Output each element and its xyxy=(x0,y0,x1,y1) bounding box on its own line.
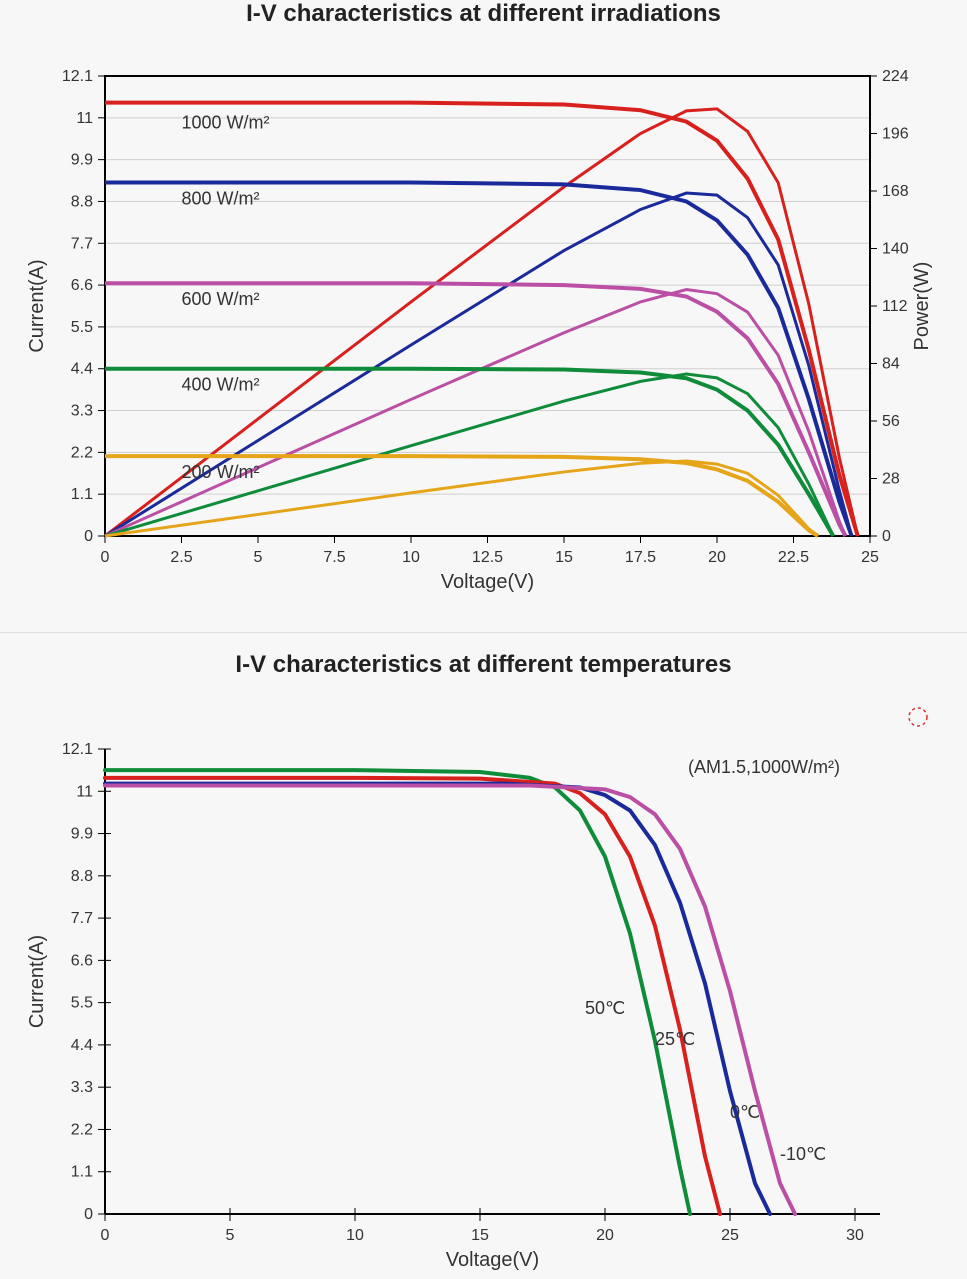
series-label: 1000 W/m² xyxy=(182,112,270,132)
svg-text:2.2: 2.2 xyxy=(71,1121,93,1138)
svg-text:9.9: 9.9 xyxy=(71,152,93,169)
svg-text:17.5: 17.5 xyxy=(625,549,656,566)
svg-text:56: 56 xyxy=(882,413,900,430)
svg-text:Voltage(V): Voltage(V) xyxy=(446,1249,539,1271)
chart-temperature: I-V characteristics at different tempera… xyxy=(0,632,967,1279)
chart2-title: I-V characteristics at different tempera… xyxy=(0,633,967,679)
svg-text:140: 140 xyxy=(882,241,909,258)
svg-text:4.4: 4.4 xyxy=(71,1037,93,1054)
series-label: 800 W/m² xyxy=(182,188,260,208)
series-label: -10℃ xyxy=(780,1144,826,1164)
svg-text:Current(A): Current(A) xyxy=(26,935,48,1028)
svg-text:12.1: 12.1 xyxy=(62,68,93,85)
svg-text:11: 11 xyxy=(76,110,93,127)
svg-text:7.7: 7.7 xyxy=(71,910,93,927)
svg-text:25: 25 xyxy=(721,1227,739,1244)
svg-text:10: 10 xyxy=(402,549,420,566)
chart1-title: I-V characteristics at different irradia… xyxy=(0,0,967,28)
svg-text:3.3: 3.3 xyxy=(71,403,93,420)
condition-label: (AM1.5,1000W/m²) xyxy=(688,757,840,777)
svg-text:5: 5 xyxy=(226,1227,235,1244)
svg-text:7.5: 7.5 xyxy=(323,549,345,566)
svg-text:2.5: 2.5 xyxy=(170,549,192,566)
svg-text:7.7: 7.7 xyxy=(71,235,93,252)
svg-text:6.6: 6.6 xyxy=(71,277,93,294)
svg-text:11: 11 xyxy=(76,783,93,800)
iv-curve xyxy=(105,283,846,536)
svg-text:15: 15 xyxy=(555,549,573,566)
series-label: 600 W/m² xyxy=(182,289,260,309)
svg-text:4.4: 4.4 xyxy=(71,361,93,378)
svg-text:10: 10 xyxy=(346,1227,364,1244)
svg-text:Power(W): Power(W) xyxy=(911,262,933,351)
svg-text:1.1: 1.1 xyxy=(71,1164,93,1181)
svg-text:5.5: 5.5 xyxy=(71,319,93,336)
svg-text:12.1: 12.1 xyxy=(62,741,93,758)
svg-text:8.8: 8.8 xyxy=(71,193,93,210)
series-label: 50℃ xyxy=(585,998,625,1018)
svg-text:20: 20 xyxy=(596,1227,614,1244)
iv-curve xyxy=(105,770,690,1214)
series-label: 400 W/m² xyxy=(182,375,260,395)
svg-text:12.5: 12.5 xyxy=(472,549,503,566)
svg-text:5.5: 5.5 xyxy=(71,995,93,1012)
series-label: 200 W/m² xyxy=(182,462,260,482)
iv-curve xyxy=(105,784,770,1214)
svg-text:196: 196 xyxy=(882,126,909,143)
svg-text:25: 25 xyxy=(861,549,879,566)
iv-curve xyxy=(105,778,720,1214)
svg-text:0: 0 xyxy=(101,549,110,566)
svg-text:1.1: 1.1 xyxy=(71,486,93,503)
svg-text:0: 0 xyxy=(101,1227,110,1244)
svg-text:84: 84 xyxy=(882,356,900,373)
svg-text:0: 0 xyxy=(84,1206,93,1223)
svg-text:0: 0 xyxy=(882,528,891,545)
series-label: 0℃ xyxy=(730,1102,760,1122)
svg-text:0: 0 xyxy=(84,528,93,545)
series-label: 25℃ xyxy=(655,1029,695,1049)
svg-text:30: 30 xyxy=(846,1227,864,1244)
svg-text:2.2: 2.2 xyxy=(71,444,93,461)
chart2-svg: 0 5 10 15 20 25 30 0 1.1 2.2 3.3 4.4 5.5 6.6 7.7 8.8 9.9… xyxy=(0,679,967,1279)
svg-text:112: 112 xyxy=(882,298,908,315)
svg-text:5: 5 xyxy=(254,549,263,566)
chart-irradiation: I-V characteristics at different irradia… xyxy=(0,0,967,628)
decoration-circle-icon xyxy=(909,708,927,726)
svg-text:Current(A): Current(A) xyxy=(26,259,48,352)
svg-text:9.9: 9.9 xyxy=(71,826,93,843)
svg-text:8.8: 8.8 xyxy=(71,868,93,885)
chart1-svg: 02.557.51012.51517.52022.52501.12.23.34.… xyxy=(0,28,967,628)
svg-text:15: 15 xyxy=(471,1227,489,1244)
svg-text:Voltage(V): Voltage(V) xyxy=(441,571,534,593)
svg-text:20: 20 xyxy=(708,549,726,566)
svg-text:224: 224 xyxy=(882,68,909,85)
svg-text:6.6: 6.6 xyxy=(71,952,93,969)
svg-text:22.5: 22.5 xyxy=(778,549,809,566)
svg-text:3.3: 3.3 xyxy=(71,1079,93,1096)
svg-text:168: 168 xyxy=(882,183,909,200)
svg-text:28: 28 xyxy=(882,471,900,488)
iv-curve xyxy=(105,786,795,1214)
